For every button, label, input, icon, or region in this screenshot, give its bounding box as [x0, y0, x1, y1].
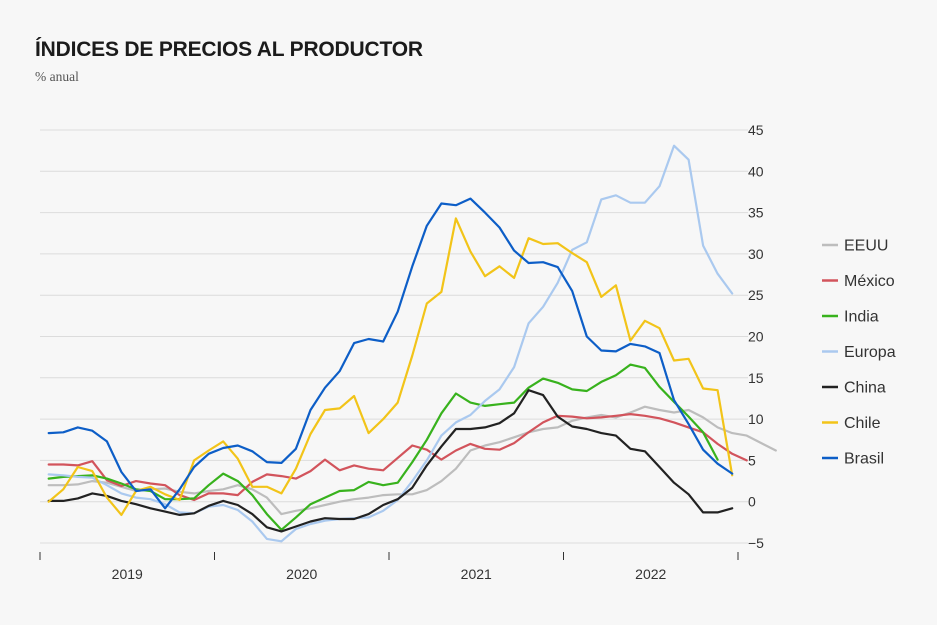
y-tick-label: 40 [748, 163, 764, 179]
x-axis: 2019 2020 2021 2022 [39, 552, 739, 582]
x-tick-label: 2021 [461, 566, 492, 582]
y-tick-label: 10 [748, 411, 764, 427]
series-line-china [47, 389, 734, 533]
series-line-chile [47, 217, 734, 517]
legend-label: Brasil [844, 451, 884, 468]
y-tick-label: −5 [748, 535, 764, 551]
x-tick-label: 2020 [286, 566, 317, 582]
gridlines [40, 129, 748, 544]
y-axis-tick-labels: −5 0 5 10 15 20 25 30 35 40 45 [748, 122, 764, 551]
y-tick-label: 30 [748, 246, 764, 262]
legend: EEUU México India Europa China Chile Brasil [822, 238, 896, 468]
chart-title: ÍNDICES DE PRECIOS AL PRODUCTOR [35, 38, 423, 61]
series-line-méxico [47, 413, 748, 502]
legend-label: Chile [844, 415, 881, 432]
legend-label: EEUU [844, 238, 888, 255]
x-tick-label: 2022 [635, 566, 666, 582]
y-tick-label: 45 [748, 122, 764, 138]
legend-label: China [844, 380, 886, 397]
legend-label: India [844, 309, 879, 326]
y-tick-label: 0 [748, 494, 756, 510]
legend-label: Europa [844, 344, 896, 361]
y-tick-label: 35 [748, 205, 764, 221]
y-tick-label: 5 [748, 452, 756, 468]
legend-label: México [844, 273, 895, 290]
y-tick-label: 15 [748, 370, 764, 386]
series-line-india [47, 363, 719, 531]
y-tick-label: 25 [748, 287, 764, 303]
y-tick-label: 20 [748, 329, 764, 345]
x-tick-label: 2019 [112, 566, 143, 582]
series-line-brasil [47, 197, 734, 510]
series-lines [47, 144, 777, 543]
chart-subtitle: % anual [35, 69, 79, 84]
